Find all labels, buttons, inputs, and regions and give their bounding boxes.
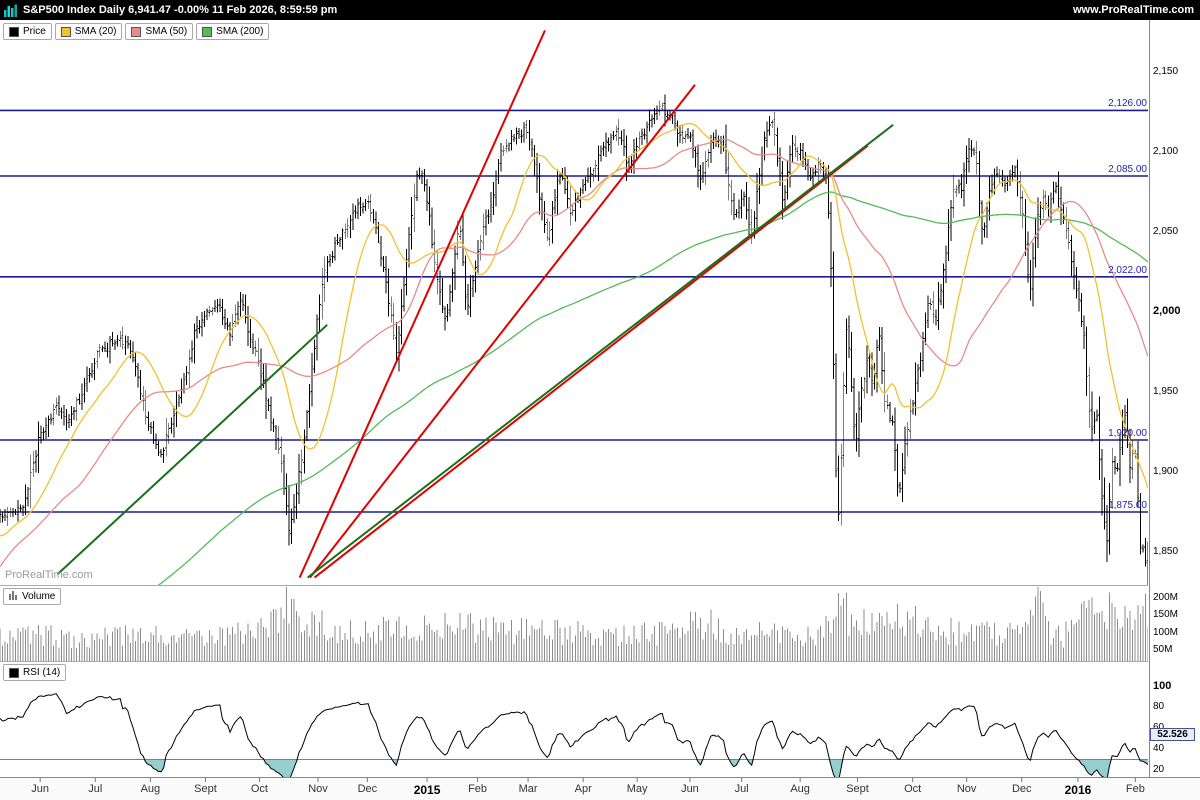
indicator-legend: Price SMA (20) SMA (50) SMA (200) bbox=[3, 23, 270, 40]
rsi-color-swatch bbox=[9, 667, 19, 678]
chart-title: S&P500 Index Daily 6,941.47 -0.00% 11 Fe… bbox=[23, 4, 338, 16]
rsi-group bbox=[0, 693, 1148, 777]
rsi-oversold-fill bbox=[0, 759, 1148, 777]
trend-line bbox=[56, 324, 328, 576]
rsi-current-value-badge: 52.526 bbox=[1150, 727, 1195, 741]
trend-line bbox=[313, 144, 869, 579]
title-bar: S&P500 Index Daily 6,941.47 -0.00% 11 Fe… bbox=[0, 0, 1200, 20]
legend-price-label: Price bbox=[23, 26, 46, 37]
legend-sma20-label: SMA (20) bbox=[74, 26, 117, 37]
volume-bars-group bbox=[0, 587, 1148, 661]
legend-sma200-label: SMA (200) bbox=[216, 26, 264, 37]
volume-label: Volume bbox=[22, 591, 56, 602]
volume-histogram-icon bbox=[9, 590, 18, 603]
sma50-color-swatch bbox=[131, 26, 142, 37]
legend-sma50-chip[interactable]: SMA (50) bbox=[125, 23, 194, 40]
price-bars-group bbox=[0, 94, 1148, 585]
legend-sma50-label: SMA (50) bbox=[145, 26, 188, 37]
sma50-line bbox=[0, 138, 1148, 568]
volume-indicator-chip[interactable]: Volume bbox=[3, 588, 62, 605]
trend-line bbox=[309, 84, 696, 579]
prorealtime-watermark: ProRealTime.com bbox=[5, 569, 93, 581]
sma20-line bbox=[0, 122, 1148, 537]
prorealtime-website-link[interactable]: www.ProRealTime.com bbox=[1072, 4, 1194, 16]
price-color-swatch bbox=[9, 26, 19, 37]
prorealtime-logo-icon bbox=[4, 4, 18, 17]
legend-sma20-chip[interactable]: SMA (20) bbox=[54, 23, 123, 40]
sma20-color-swatch bbox=[60, 26, 71, 37]
trend-lines-group[interactable] bbox=[56, 29, 894, 579]
frame-group bbox=[0, 20, 1200, 800]
sma200-line bbox=[157, 191, 1148, 585]
level-lines-group[interactable] bbox=[0, 109, 1148, 513]
rsi-label: RSI (14) bbox=[23, 667, 61, 678]
rsi-line bbox=[0, 693, 1148, 777]
legend-sma200-chip[interactable]: SMA (200) bbox=[196, 23, 270, 40]
sma-lines-group bbox=[0, 122, 1148, 585]
trend-line bbox=[298, 29, 546, 579]
sma200-color-swatch bbox=[202, 26, 213, 37]
rsi-indicator-chip[interactable]: RSI (14) bbox=[3, 664, 67, 681]
trend-line bbox=[307, 124, 894, 579]
legend-price-chip[interactable]: Price bbox=[3, 23, 52, 40]
